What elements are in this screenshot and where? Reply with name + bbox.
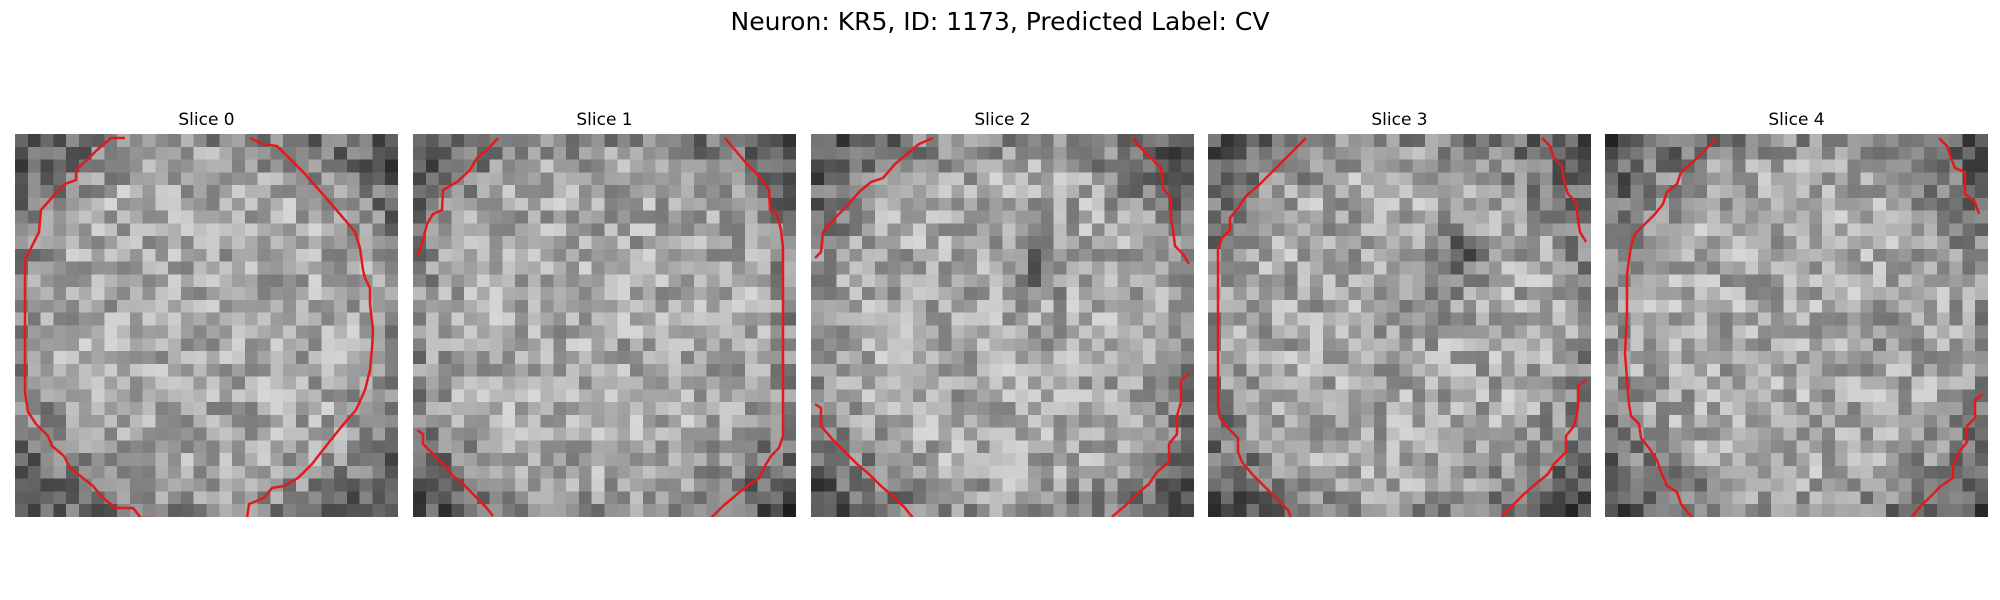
contour-line [415, 137, 499, 257]
contour-line [23, 136, 154, 517]
contour-line [814, 136, 934, 259]
slice-title: Slice 2 [974, 110, 1031, 130]
slice-title: Slice 1 [576, 110, 633, 130]
slice-panel-1: Slice 1 [413, 108, 796, 517]
contour-line [1938, 137, 1981, 215]
slice-image-2 [811, 134, 1194, 517]
contour-overlay [814, 136, 1191, 517]
contour-line [1132, 137, 1191, 265]
slice-panel-0: Slice 0 [15, 108, 398, 517]
grayscale-image [1605, 134, 1988, 517]
contour-line [1110, 373, 1190, 517]
figure-title: Neuron: KR5, ID: 1173, Predicted Label: … [730, 7, 1270, 36]
contour-line [814, 402, 914, 517]
contour-line [1910, 393, 1984, 517]
contour-line [245, 136, 375, 517]
grayscale-image [413, 134, 796, 517]
grayscale-image [811, 134, 1194, 517]
slice-image-3 [1208, 134, 1591, 517]
contour-line [710, 137, 785, 517]
slice-image-1 [413, 134, 796, 517]
slice-panel-3: Slice 3 [1208, 108, 1591, 517]
slice-panel-2: Slice 2 [811, 108, 1194, 517]
slice-title: Slice 0 [178, 110, 235, 130]
contour-line [1501, 379, 1587, 517]
contour-line [1541, 137, 1588, 243]
slice-title: Slice 3 [1371, 110, 1428, 130]
contour-line [416, 428, 494, 517]
contour-overlay [23, 136, 375, 517]
contour-line [1623, 137, 1718, 517]
contour-overlay [1623, 137, 1984, 517]
contour-overlay [415, 137, 785, 517]
contour-overlay [1216, 137, 1588, 517]
slice-title: Slice 4 [1768, 110, 1825, 130]
grayscale-image [15, 134, 398, 517]
slice-panel-4: Slice 4 [1605, 108, 1988, 517]
slice-image-4 [1605, 134, 1988, 517]
grayscale-image [1208, 134, 1591, 517]
contour-line [1216, 137, 1307, 517]
slice-image-0 [15, 134, 398, 517]
